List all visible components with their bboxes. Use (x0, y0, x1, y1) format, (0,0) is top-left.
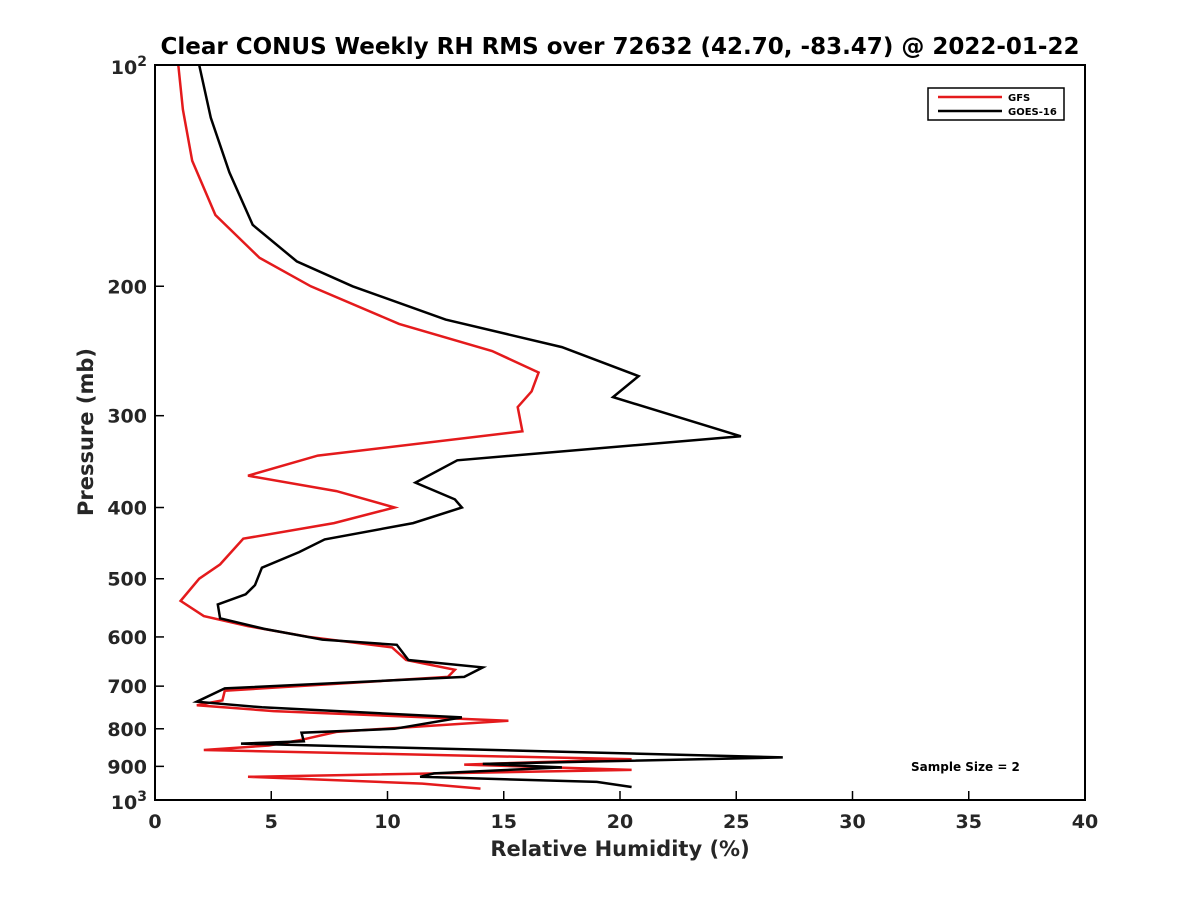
y-tick-label: 900 (107, 756, 147, 778)
y-tick-base: 10 (111, 792, 137, 814)
x-tick-label: 15 (491, 811, 517, 833)
series-layer (177, 64, 783, 790)
y-tick-label: 800 (107, 719, 147, 741)
y-tick-label: 300 (107, 406, 147, 428)
chart-title: Clear CONUS Weekly RH RMS over 72632 (42… (161, 34, 1080, 60)
x-tick-label: 25 (723, 811, 749, 833)
y-tick-exponent: 2 (137, 54, 147, 70)
y-tick-label: 500 (107, 569, 147, 591)
y-tick-label: 400 (107, 498, 147, 520)
y-tick-label-power: 103 (111, 789, 147, 814)
x-tick-label: 40 (1072, 811, 1098, 833)
legend: GFS GOES-16 (927, 87, 1065, 121)
y-tick-label: 200 (107, 276, 147, 298)
x-tick-label: 0 (148, 811, 161, 833)
x-tick-label: 35 (956, 811, 982, 833)
x-tick-label: 5 (265, 811, 278, 833)
legend-label-goes-16: GOES-16 (1008, 107, 1057, 118)
x-tick-label: 10 (374, 811, 400, 833)
sample-size-annotation: Sample Size = 2 (911, 760, 1020, 774)
y-tick-label-power: 102 (111, 54, 147, 79)
x-axis-label: Relative Humidity (%) (490, 837, 749, 861)
y-axis-label: Pressure (mb) (74, 348, 98, 516)
x-tick-label: 20 (607, 811, 633, 833)
series-line-goes-16 (192, 64, 783, 789)
x-tick-label: 30 (839, 811, 865, 833)
x-axis: 0 5 10 15 20 25 30 35 40 (148, 791, 1098, 833)
y-tick-label: 700 (107, 676, 147, 698)
legend-label-gfs: GFS (1008, 93, 1030, 104)
y-tick-label: 600 (107, 627, 147, 649)
y-tick-exponent: 3 (137, 789, 147, 805)
legend-box (927, 87, 1065, 121)
y-tick-base: 10 (111, 57, 137, 79)
